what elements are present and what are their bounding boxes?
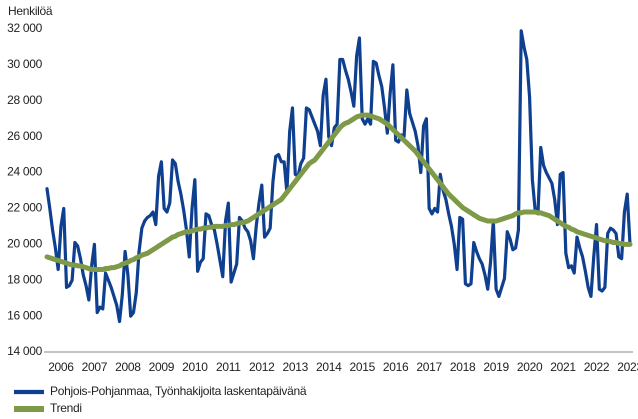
y-tick-label: 16 000 [7, 308, 43, 322]
y-tick-label: 20 000 [7, 237, 43, 251]
y-tick-label: 14 000 [7, 344, 43, 358]
x-tick-label: 2013 [283, 360, 309, 374]
y-tick-label: 26 000 [7, 129, 43, 143]
x-tick-label: 2011 [216, 360, 241, 374]
x-tick-label: 2015 [349, 360, 375, 374]
x-tick-label: 2019 [483, 360, 509, 374]
legend-label: Trendi [50, 401, 82, 415]
y-tick-label: 24 000 [7, 165, 43, 179]
line-series [45, 29, 632, 324]
x-tick-label: 2012 [249, 360, 275, 374]
x-tick-label: 2016 [383, 360, 409, 374]
y-axis-label: Henkilöä [8, 4, 53, 18]
y-tick-label: 18 000 [7, 272, 43, 286]
x-tick-label: 2021 [550, 360, 576, 374]
x-tick-label: 2018 [450, 360, 476, 374]
x-tick-label: 2009 [149, 360, 175, 374]
y-tick-label: 28 000 [7, 93, 43, 107]
x-tick-label: 2008 [115, 360, 141, 374]
x-tick-label: 2007 [82, 360, 108, 374]
x-tick-label: 2020 [517, 360, 543, 374]
legend-label: Pohjois-Pohjanmaa, Työnhakijoita laskent… [50, 384, 307, 398]
x-tick-label: 2017 [416, 360, 442, 374]
x-tick-label: 2014 [316, 360, 342, 374]
x-tick-label: 2010 [182, 360, 208, 374]
x-tick-label: 2006 [48, 360, 74, 374]
y-tick-label: 30 000 [7, 57, 43, 71]
y-tick-label: 32 000 [7, 21, 43, 35]
x-tick-label: 2023 [617, 360, 638, 374]
y-tick-label: 22 000 [7, 201, 43, 215]
x-tick-label: 2022 [584, 360, 610, 374]
line-series [44, 112, 633, 272]
